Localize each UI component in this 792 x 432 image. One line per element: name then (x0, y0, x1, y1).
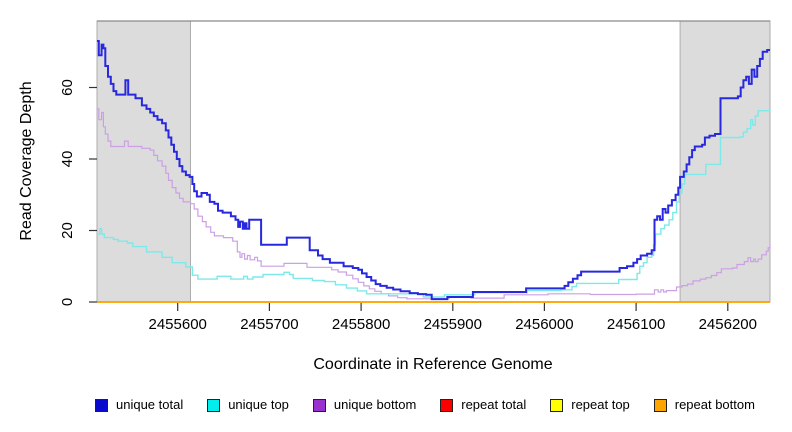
legend-label-repeat-top: repeat top (571, 397, 630, 412)
shaded-region (679, 20, 771, 303)
x-axis-title: Coordinate in Reference Genome (313, 356, 553, 373)
legend-item-repeat-top: repeat top (550, 398, 630, 412)
legend-swatch-repeat-top (550, 398, 564, 412)
x-tick-label: 2456100 (607, 316, 665, 333)
y-tick-label: 60 (59, 79, 76, 96)
series-path-unique-bottom (97, 108, 771, 300)
legend-item-unique-top: unique top (207, 398, 289, 412)
legend-swatch-unique-total (95, 398, 108, 412)
legend-label-unique-top: unique top (228, 397, 289, 412)
series-path-unique-top (97, 109, 771, 298)
plot-area: 2455600 2455700 2455800 2455900 2456000 24561… (59, 20, 771, 333)
legend-item-repeat-bottom: repeat bottom (653, 397, 755, 412)
x-tick-label: 2455800 (332, 316, 390, 333)
legend-swatch-unique-bottom (312, 398, 326, 412)
legend-label-repeat-total: repeat total (461, 397, 527, 412)
legend-swatch-unique-top (207, 398, 221, 412)
x-tick-label: 2455600 (148, 316, 206, 333)
shaded-region (96, 20, 191, 303)
y-tick-label: 40 (59, 151, 76, 168)
legend-swatch-repeat-bottom (653, 398, 667, 412)
legend-label-unique-total: unique total (116, 397, 184, 412)
x-tick-label: 2456200 (699, 316, 757, 333)
legend-label-unique-bottom: unique bottom (333, 397, 417, 412)
legend: unique total unique top unique bottom repea… (95, 396, 755, 414)
x-tick-label: 2455700 (240, 316, 298, 333)
legend-item-repeat-total: repeat total (440, 398, 526, 412)
y-tick-label: 0 (59, 298, 76, 306)
y-axis-title: Read Coverage Depth (18, 81, 35, 241)
legend-swatch-repeat-total (440, 398, 454, 412)
x-tick-label: 2455900 (424, 316, 482, 333)
y-tick-label: 20 (59, 222, 76, 239)
legend-label-repeat-bottom: repeat bottom (674, 397, 755, 412)
legend-item-unique-total: unique total (95, 398, 183, 412)
legend-item-unique-bottom: unique bottom (312, 397, 417, 412)
series-path-unique-total (97, 40, 770, 301)
x-tick-label: 2456000 (515, 316, 573, 333)
